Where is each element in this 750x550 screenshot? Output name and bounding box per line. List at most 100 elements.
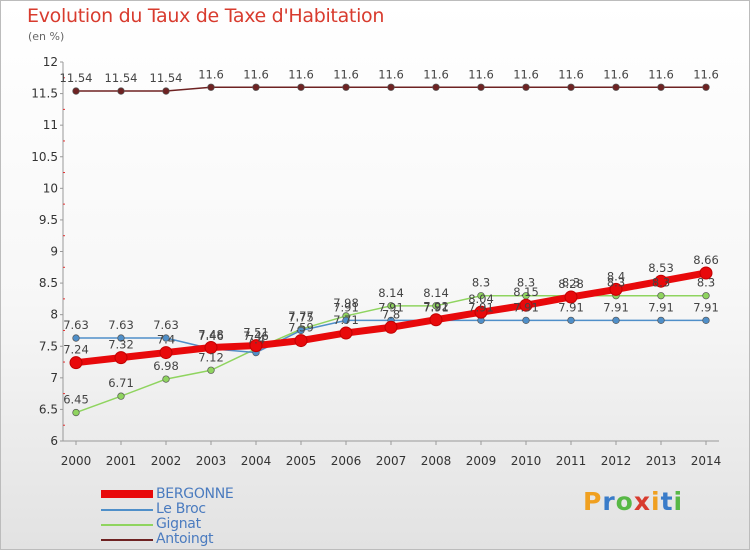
data-label: 11.6: [558, 67, 584, 81]
logo-letter: o: [615, 487, 634, 516]
data-label: 11.6: [423, 67, 449, 81]
data-label: 8.14: [423, 286, 449, 300]
data-label: 7.63: [108, 318, 134, 332]
data-label: 11.6: [333, 67, 359, 81]
y-tick-label: 10: [43, 181, 58, 195]
data-label: 7.91: [693, 300, 719, 314]
logo-letter: x: [633, 487, 651, 516]
x-tick-label: 2005: [286, 454, 317, 468]
y-tick-label: 8.5: [39, 276, 58, 290]
data-point: [612, 83, 620, 91]
data-label: 7.4: [247, 333, 265, 347]
data-label: 8.04: [468, 292, 494, 306]
data-label: 7.8: [382, 307, 400, 321]
data-point: [702, 292, 710, 300]
proxiti-logo: Proxiti: [583, 487, 683, 516]
data-point: [567, 83, 575, 91]
data-point: [702, 316, 710, 325]
data-point: [207, 366, 215, 374]
y-tick-label: 6: [50, 434, 58, 448]
data-point: [657, 292, 665, 300]
data-point: [162, 334, 170, 342]
data-label: 11.6: [468, 67, 494, 81]
data-label: 7.4: [157, 333, 175, 347]
data-point: [72, 408, 80, 417]
legend-item-gignat: Gignat: [101, 516, 301, 532]
data-point: [429, 313, 443, 327]
data-point: [159, 346, 173, 360]
data-point: [477, 83, 485, 91]
data-label: 11.54: [150, 71, 183, 85]
data-point: [702, 83, 710, 91]
data-label: 7.32: [108, 338, 134, 352]
data-point: [612, 316, 620, 325]
data-label: 7.59: [288, 321, 314, 335]
x-tick-label: 2002: [151, 454, 182, 468]
data-label: 11.6: [648, 67, 674, 81]
data-label: 7.46: [243, 329, 269, 343]
data-point: [297, 326, 305, 335]
data-label: 6.98: [153, 359, 179, 373]
data-point: [294, 334, 308, 348]
data-point: [117, 334, 125, 342]
y-tick-label: 9: [50, 245, 58, 259]
x-tick-label: 2000: [61, 454, 92, 468]
x-tick-label: 2006: [331, 454, 362, 468]
legend-item-le-broc: Le Broc: [101, 501, 301, 517]
data-label: 11.6: [198, 67, 224, 81]
y-tick-label: 6.5: [39, 402, 58, 416]
data-label: 8.4: [607, 269, 625, 283]
data-label: 7.91: [423, 300, 449, 314]
y-tick-label: 11: [43, 118, 58, 132]
logo-letter: i: [673, 487, 684, 516]
data-label: 7.48: [198, 328, 224, 342]
data-point: [342, 83, 350, 91]
data-label: 7.24: [63, 343, 89, 357]
data-label: 8.3: [517, 276, 535, 290]
data-label: 8.14: [378, 286, 404, 300]
data-label: 7.63: [63, 318, 89, 332]
x-tick-label: 2011: [556, 454, 587, 468]
data-label: 7.77: [288, 309, 314, 323]
data-point: [117, 392, 125, 400]
chart-unit: (en %): [28, 30, 65, 43]
legend-label: Antoingt: [156, 531, 214, 547]
data-label: 11.6: [288, 67, 314, 81]
data-label: 8.3: [652, 276, 670, 290]
data-point: [72, 87, 80, 95]
data-label: 7.91: [648, 300, 674, 314]
data-point: [342, 316, 350, 325]
legend-item-antoingt: Antoingt: [101, 531, 301, 547]
data-label: 11.54: [105, 71, 138, 85]
data-label: 6.45: [63, 393, 89, 407]
x-tick-label: 2003: [196, 454, 227, 468]
legend-item-bergonne: BERGONNE: [101, 486, 301, 502]
data-label: 7.12: [198, 350, 224, 364]
data-point: [567, 316, 575, 325]
legend-swatch: [101, 524, 153, 526]
data-label: 7.51: [243, 326, 269, 340]
logo-letter: t: [660, 487, 674, 516]
y-tick-label: 9.5: [39, 213, 58, 227]
data-point: [657, 83, 665, 91]
y-tick-label: 10.5: [31, 150, 58, 164]
data-label: 6.71: [108, 376, 134, 390]
data-label: 8.3: [697, 276, 715, 290]
x-tick-label: 2013: [646, 454, 677, 468]
x-tick-label: 2001: [106, 454, 137, 468]
data-point: [474, 305, 488, 319]
data-point: [477, 292, 485, 300]
data-point: [699, 266, 713, 280]
data-label: 11.6: [513, 67, 539, 81]
x-tick-label: 2008: [421, 454, 452, 468]
data-point: [249, 339, 263, 353]
data-point: [297, 83, 305, 91]
y-tick-label: 11.5: [31, 87, 58, 101]
legend: BERGONNE Le Broc Gignat Antoingt: [101, 486, 301, 547]
data-label: 7.91: [513, 300, 539, 314]
legend-swatch: [101, 539, 153, 541]
data-point: [69, 356, 83, 370]
data-label: 7.98: [333, 296, 359, 310]
